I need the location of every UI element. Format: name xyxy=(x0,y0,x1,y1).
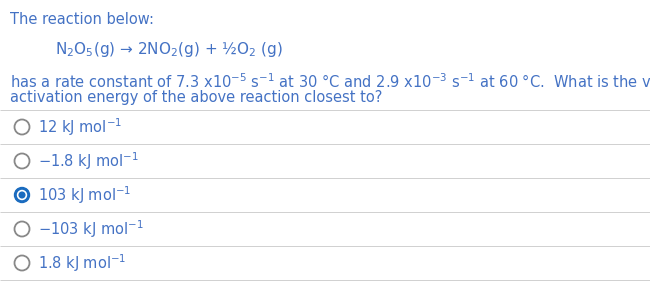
Circle shape xyxy=(18,191,27,200)
Text: 12 kJ mol$^{-1}$: 12 kJ mol$^{-1}$ xyxy=(38,116,122,138)
Text: activation energy of the above reaction closest to?: activation energy of the above reaction … xyxy=(10,90,382,105)
Circle shape xyxy=(19,192,25,198)
Text: has a rate constant of 7.3 x10$^{-5}$ s$^{-1}$ at 30 °C and 2.9 x10$^{-3}$ s$^{-: has a rate constant of 7.3 x10$^{-5}$ s$… xyxy=(10,72,650,91)
Circle shape xyxy=(14,188,29,203)
Text: 103 kJ mol$^{-1}$: 103 kJ mol$^{-1}$ xyxy=(38,184,131,206)
Text: N$_2$O$_5$(g) → 2NO$_2$(g) + ½O$_2$ (g): N$_2$O$_5$(g) → 2NO$_2$(g) + ½O$_2$ (g) xyxy=(55,40,283,59)
Text: The reaction below:: The reaction below: xyxy=(10,12,154,27)
Text: 1.8 kJ mol$^{-1}$: 1.8 kJ mol$^{-1}$ xyxy=(38,252,127,274)
Text: −103 kJ mol$^{-1}$: −103 kJ mol$^{-1}$ xyxy=(38,218,144,240)
Text: −1.8 kJ mol$^{-1}$: −1.8 kJ mol$^{-1}$ xyxy=(38,150,138,172)
